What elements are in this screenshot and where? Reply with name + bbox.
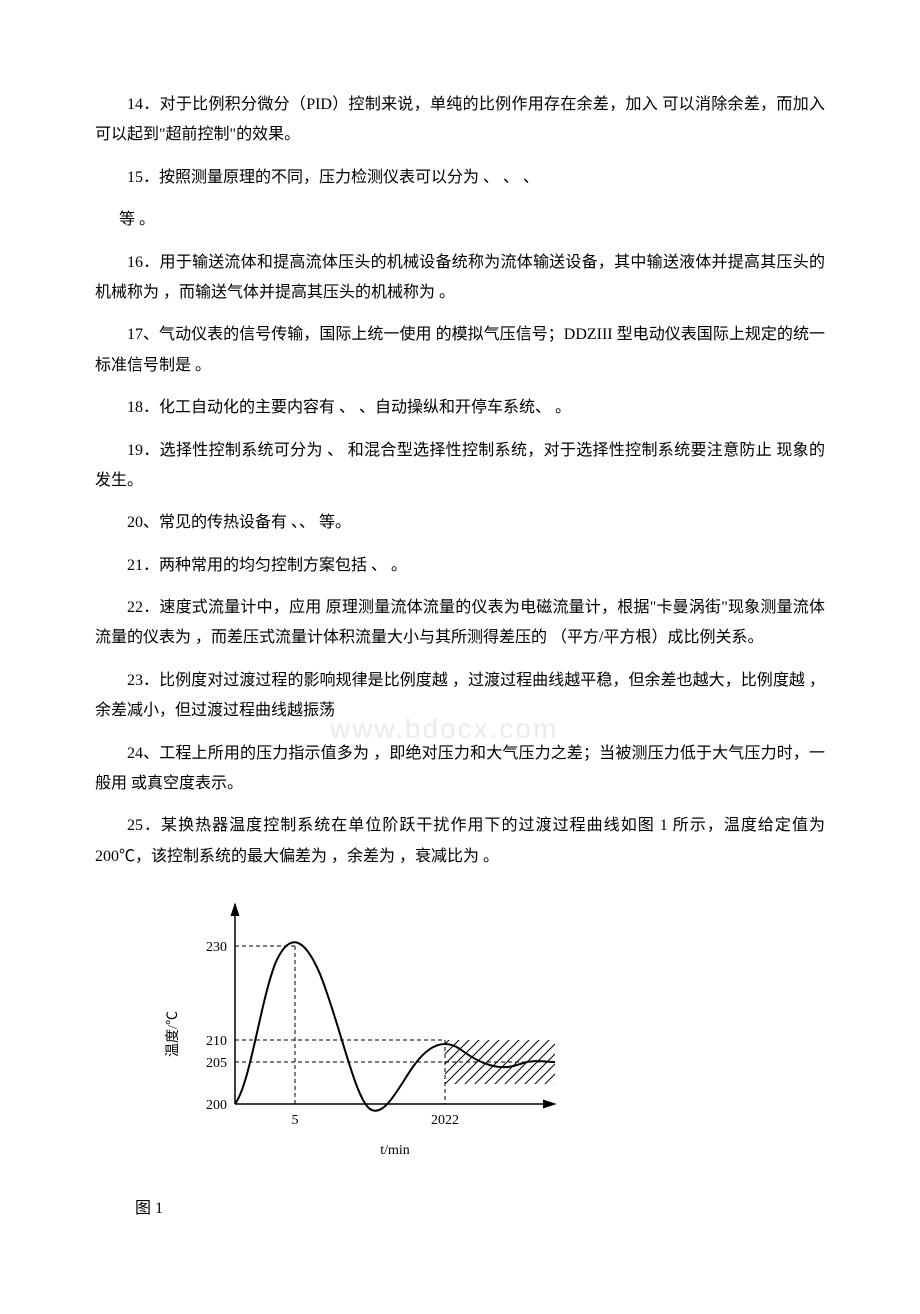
svg-text:210: 210 <box>206 1034 227 1049</box>
figure-caption: 图 1 <box>95 1194 825 1224</box>
svg-text:205: 205 <box>206 1056 227 1071</box>
figure-1: 200 205 210 230 5 2022 温度/℃ t/min <box>155 884 825 1185</box>
svg-text:t/min: t/min <box>380 1143 410 1158</box>
paragraph-24: 24、工程上所用的压力指示值多为 ，即绝对压力和大气压力之差；当被测压力低于大气… <box>95 739 825 800</box>
paragraph-21: 21．两种常用的均匀控制方案包括 、 。 <box>95 551 825 581</box>
paragraph-20: 20、常见的传热设备有 、、 等。 <box>95 508 825 538</box>
paragraph-16: 16．用于输送流体和提高流体压头的机械设备统称为流体输送设备，其中输送液体并提高… <box>95 248 825 309</box>
paragraph-17: 17、气动仪表的信号传输，国际上统一使用 的模拟气压信号；DDZIII 型电动仪… <box>95 320 825 381</box>
svg-text:200: 200 <box>206 1098 227 1113</box>
paragraph-22: 22．速度式流量计中，应用 原理测量流体流量的仪表为电磁流量计，根据"卡曼涡街"… <box>95 593 825 654</box>
paragraph-18: 18．化工自动化的主要内容有 、 、自动操纵和开停车系统、 。 <box>95 393 825 423</box>
paragraph-19: 19．选择性控制系统可分为 、 和混合型选择性控制系统，对于选择性控制系统要注意… <box>95 436 825 497</box>
svg-text:2022: 2022 <box>431 1113 459 1128</box>
paragraph-14: 14．对于比例积分微分（PID）控制来说，单纯的比例作用存在余差，加入 可以消除… <box>95 90 825 151</box>
paragraph-15b: 等 。 <box>95 205 825 235</box>
response-curve-chart: 200 205 210 230 5 2022 温度/℃ t/min <box>155 884 585 1174</box>
svg-text:5: 5 <box>292 1113 299 1128</box>
paragraph-15: 15．按照测量原理的不同，压力检测仪表可以分为 、 、 、 <box>95 163 825 193</box>
paragraph-23: 23．比例度对过渡过程的影响规律是比例度越 ，过渡过程曲线越平稳，但余差也越大，… <box>95 666 825 727</box>
paragraph-25: 25．某换热器温度控制系统在单位阶跃干扰作用下的过渡过程曲线如图 1 所示，温度… <box>95 811 825 872</box>
svg-text:温度/℃: 温度/℃ <box>165 1011 181 1057</box>
svg-text:230: 230 <box>206 940 227 955</box>
